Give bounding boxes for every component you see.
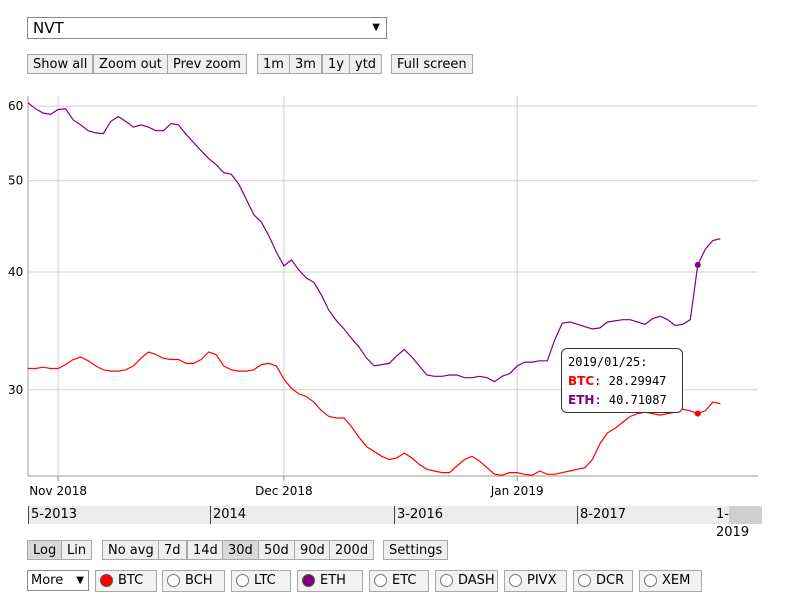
tooltip-btc-value: 28.29947 bbox=[608, 374, 667, 388]
coin-toggle-eth[interactable]: ETH bbox=[297, 570, 363, 592]
tooltip-row-btc: BTC: 28.29947 bbox=[568, 374, 667, 388]
tooltip-row-eth: ETH: 40.71087 bbox=[568, 393, 667, 407]
navigator-label: 3-2016 bbox=[394, 506, 443, 524]
coin-label: ETH bbox=[320, 573, 346, 588]
x-tick-label: Jan 2019 bbox=[490, 484, 544, 498]
chevron-down-icon: ▼ bbox=[372, 22, 380, 33]
coin-label: XEM bbox=[662, 573, 691, 588]
navigator-label: 2014 bbox=[210, 506, 246, 524]
range-ytd-button[interactable]: ytd bbox=[349, 54, 383, 74]
series-line-eth bbox=[27, 102, 721, 383]
coin-toggle-bch[interactable]: BCH bbox=[162, 570, 225, 592]
coin-toggle-dash[interactable]: DASH bbox=[435, 570, 498, 592]
chart-grid bbox=[27, 96, 758, 477]
coin-toggle-dcr[interactable]: DCR bbox=[573, 570, 633, 592]
coin-label: DASH bbox=[458, 573, 495, 588]
y-tick-label: 60 bbox=[8, 99, 23, 113]
coin-toggle-btc[interactable]: BTC bbox=[95, 570, 157, 592]
log-scale-button[interactable]: Log bbox=[27, 540, 63, 560]
coin-toggle-xem[interactable]: XEM bbox=[639, 570, 702, 592]
navigator-label: 8-2017 bbox=[577, 506, 626, 524]
x-tick-label: Nov 2018 bbox=[29, 484, 87, 498]
avg-14d-button[interactable]: 14d bbox=[187, 540, 224, 560]
radio-icon bbox=[374, 574, 387, 587]
chart-axes: 30 40 50 60 Nov 2018 Dec 2018 Jan 2019 bbox=[8, 99, 544, 498]
chart-markers bbox=[694, 261, 701, 417]
full-screen-button[interactable]: Full screen bbox=[391, 54, 473, 74]
radio-icon bbox=[100, 574, 113, 587]
avg-7d-button[interactable]: 7d bbox=[158, 540, 187, 560]
navigator-label: 5-2013 bbox=[28, 506, 77, 524]
more-select-value: More bbox=[31, 573, 64, 588]
range-1y-button[interactable]: 1y bbox=[322, 54, 350, 74]
series-line-btc bbox=[28, 351, 721, 476]
tooltip-eth-name: ETH bbox=[568, 393, 595, 407]
radio-icon bbox=[167, 574, 180, 587]
y-tick-label: 50 bbox=[8, 174, 23, 188]
chevron-down-icon: ▼ bbox=[76, 575, 84, 586]
highlight-point-btc bbox=[694, 410, 701, 417]
lin-scale-button[interactable]: Lin bbox=[61, 540, 93, 560]
avg-90d-button[interactable]: 90d bbox=[294, 540, 331, 560]
settings-button[interactable]: Settings bbox=[383, 540, 449, 560]
radio-icon bbox=[644, 574, 657, 587]
coin-toggle-ltc[interactable]: LTC bbox=[231, 570, 291, 592]
radio-icon bbox=[509, 574, 522, 587]
coin-label: ETC bbox=[392, 573, 417, 588]
navigator-label: 1-2019 bbox=[716, 507, 750, 540]
metric-select[interactable]: NVT ▼ bbox=[27, 17, 387, 39]
coin-label: LTC bbox=[254, 573, 276, 588]
zoom-out-button[interactable]: Zoom out bbox=[93, 54, 168, 74]
coin-toggle-etc[interactable]: ETC bbox=[369, 570, 429, 592]
more-select[interactable]: More ▼ bbox=[27, 570, 89, 591]
nvt-chart[interactable]: 30 40 50 60 Nov 2018 Dec 2018 Jan 2019 bbox=[0, 90, 804, 505]
coin-label: DCR bbox=[596, 573, 625, 588]
y-tick-label: 30 bbox=[8, 383, 23, 397]
range-1m-button[interactable]: 1m bbox=[257, 54, 290, 74]
coin-label: PIVX bbox=[527, 573, 557, 588]
coin-label: BCH bbox=[185, 573, 213, 588]
radio-icon bbox=[236, 574, 249, 587]
x-tick-label: Dec 2018 bbox=[255, 484, 313, 498]
y-tick-label: 40 bbox=[8, 265, 23, 279]
highlight-point-eth bbox=[694, 261, 701, 268]
range-3m-button[interactable]: 3m bbox=[289, 54, 322, 74]
range-navigator[interactable]: 5-2013 2014 3-2016 8-2017 1-2019 bbox=[28, 506, 762, 540]
avg-30d-button[interactable]: 30d bbox=[222, 540, 259, 560]
no-avg-button[interactable]: No avg bbox=[102, 540, 160, 560]
tooltip-eth-value: 40.71087 bbox=[608, 393, 667, 407]
tooltip-date: 2019/01/25: bbox=[568, 355, 648, 369]
avg-50d-button[interactable]: 50d bbox=[258, 540, 295, 560]
tooltip-btc-name: BTC bbox=[568, 374, 595, 388]
show-all-button[interactable]: Show all bbox=[27, 54, 94, 74]
radio-icon bbox=[302, 574, 315, 587]
radio-icon bbox=[578, 574, 591, 587]
coin-label: BTC bbox=[118, 573, 144, 588]
chart-tooltip: 2019/01/25: BTC: 28.29947 ETH: 40.71087 bbox=[561, 348, 683, 413]
navigator-handle[interactable] bbox=[729, 506, 762, 524]
metric-select-value: NVT bbox=[33, 19, 64, 37]
chart-series bbox=[27, 102, 721, 476]
avg-200d-button[interactable]: 200d bbox=[329, 540, 375, 560]
prev-zoom-button[interactable]: Prev zoom bbox=[167, 54, 247, 74]
coin-toggle-pivx[interactable]: PIVX bbox=[504, 570, 567, 592]
radio-icon bbox=[440, 574, 453, 587]
